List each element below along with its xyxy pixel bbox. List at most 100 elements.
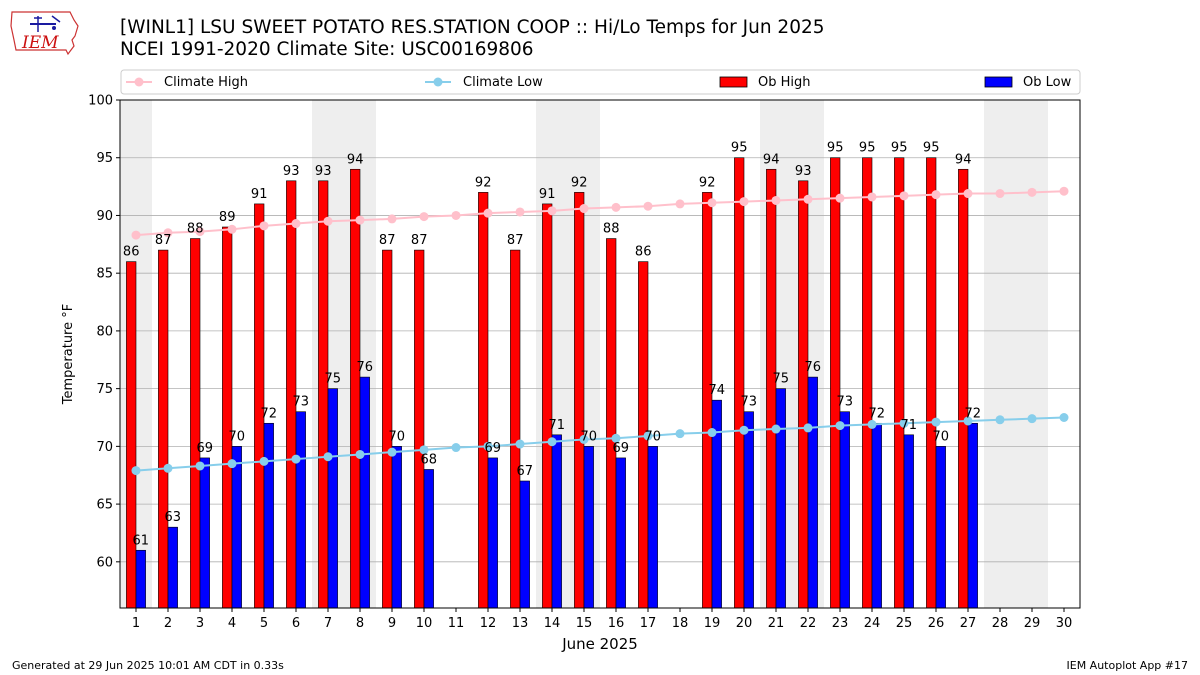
ob-low-bar-5	[263, 422, 274, 609]
climate-high-point-8	[355, 215, 365, 225]
ob-high-label-12: 92	[475, 175, 492, 190]
ob-low-bar-8	[359, 376, 370, 609]
iowa-map-icon: IEM	[10, 11, 79, 56]
ob-high-bar-7	[318, 180, 329, 609]
ob-low-bar-26	[935, 446, 946, 609]
ob-high-label-9: 87	[379, 233, 396, 248]
ob-low-bar-9	[391, 446, 402, 609]
ob-high-bar-2	[158, 249, 169, 609]
ob-low-label-17: 70	[645, 429, 662, 444]
ob-low-label-12: 69	[485, 441, 502, 456]
ob-high-label-1: 86	[123, 245, 140, 260]
ob-high-label-10: 87	[411, 233, 428, 248]
y-tick-label-85: 85	[96, 267, 113, 282]
ob-high-label-21: 94	[763, 152, 780, 167]
ob-high-bar-26	[926, 157, 937, 609]
climate-high-point-5	[259, 221, 269, 231]
ob-high-label-8: 94	[347, 152, 364, 167]
y-tick-label-65: 65	[96, 498, 113, 513]
x-tick-label-29: 29	[1024, 616, 1041, 631]
climate-high-line	[135, 190, 1065, 237]
x-tick-label-18: 18	[672, 616, 689, 631]
legend-climate-high-label: Climate High	[164, 75, 248, 90]
y-axis-label: Temperature °F	[61, 304, 76, 405]
ob-high-label-19: 92	[699, 175, 716, 190]
ob-low-bar-22	[807, 376, 818, 609]
climate-high-point-27	[963, 189, 973, 199]
x-tick-label-10: 10	[416, 616, 433, 631]
ob-low-bar-24	[871, 422, 882, 609]
ob-high-label-6: 93	[283, 164, 300, 179]
x-tick-label-9: 9	[388, 616, 396, 631]
x-tick-label-1: 1	[132, 616, 140, 631]
climate-high-point-26	[931, 190, 941, 200]
ob-low-bar-21	[775, 388, 786, 609]
x-tick-label-22: 22	[800, 616, 817, 631]
climate-high-point-14	[547, 206, 557, 216]
ob-high-bar-25	[894, 157, 905, 609]
climate-low-point-18	[675, 429, 685, 439]
climate-low-point-1	[131, 466, 141, 476]
legend-climate-low-marker	[433, 77, 443, 87]
ob-high-label-4: 89	[219, 210, 236, 225]
climate-high-point-23	[835, 193, 845, 203]
x-tick-label-26: 26	[928, 616, 945, 631]
ob-low-label-5: 72	[261, 406, 278, 421]
climate-low-point-17	[643, 431, 653, 441]
legend-ob-low: Ob Low	[984, 75, 1072, 90]
climate-high-point-10	[419, 212, 429, 222]
x-tick-label-28: 28	[992, 616, 1009, 631]
ob-low-label-16: 69	[613, 441, 630, 456]
climate-high-point-12	[483, 208, 493, 218]
ob-low-label-7: 75	[325, 372, 342, 387]
ob-low-bar-13	[519, 480, 530, 609]
climate-high-point-21	[771, 195, 781, 205]
ob-low-bar-17	[647, 446, 658, 609]
y-tick-label-100: 100	[88, 94, 113, 109]
legend-ob-low-swatch	[984, 76, 1013, 88]
ob-low-label-2: 63	[165, 510, 182, 525]
ob-low-bar-14	[551, 434, 562, 609]
ob-high-bar-24	[862, 157, 873, 609]
x-tick-label-2: 2	[164, 616, 172, 631]
climate-low-point-21	[771, 424, 781, 434]
chart-title: [WINL1] LSU SWEET POTATO RES.STATION COO…	[120, 17, 825, 61]
iem-logo: IEM	[8, 6, 84, 60]
legend-climate-high-marker	[134, 77, 144, 87]
ob-low-label-3: 69	[197, 441, 214, 456]
climate-high-point-3	[195, 227, 205, 237]
ob-high-label-16: 88	[603, 222, 620, 237]
ob-high-bar-1	[126, 261, 137, 609]
climate-high-point-16	[611, 202, 621, 212]
ob-high-bar-3	[190, 238, 201, 609]
ob-low-bar-15	[583, 446, 594, 609]
ob-high-label-14: 91	[539, 187, 556, 202]
x-tick-label-20: 20	[736, 616, 753, 631]
x-axis: 1 2 3 4 5 6 7 8 9 10 11 12 13 14 15 16 17 18 19 20 21 22 23 24 2…	[132, 608, 1072, 631]
ob-low-label-1: 61	[133, 533, 150, 548]
ob-high-bar-20	[734, 157, 745, 609]
climate-low-point-25	[899, 418, 909, 428]
x-tick-label-24: 24	[864, 616, 881, 631]
ob-low-label-24: 72	[869, 406, 886, 421]
ob-high-bar-23	[830, 157, 841, 609]
legend-ob-low-label: Ob Low	[1023, 75, 1072, 90]
climate-low-point-29	[1027, 414, 1037, 424]
climate-high-point-2	[163, 228, 173, 238]
ob-high-label-13: 87	[507, 233, 524, 248]
ob-high-bar-4	[222, 226, 233, 609]
climate-high-point-11	[451, 210, 461, 220]
x-tick-label-12: 12	[480, 616, 497, 631]
legend: Climate High Climate Low Ob High Ob Low	[120, 69, 1081, 95]
ob-high-bar-19	[702, 192, 713, 609]
ob-high-bar-27	[958, 168, 969, 609]
climate-high-point-24	[867, 192, 877, 202]
climate-high-point-15	[579, 204, 589, 214]
climate-lines-group	[131, 186, 1069, 476]
ob-low-label-22: 76	[805, 360, 822, 375]
climate-low-line	[135, 416, 1065, 472]
climate-high-point-25	[899, 191, 909, 201]
x-tick-label-6: 6	[292, 616, 300, 631]
climate-high-point-28	[995, 189, 1005, 199]
climate-high-point-9	[387, 214, 397, 224]
